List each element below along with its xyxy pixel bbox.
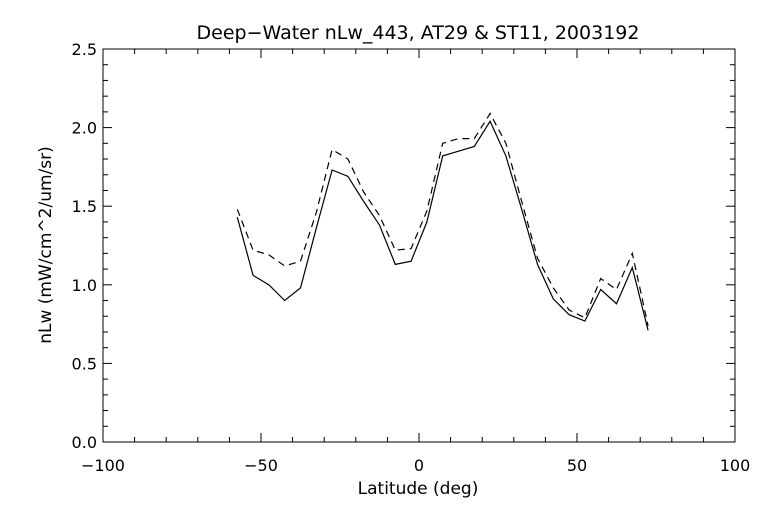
x-tick-label: −100 — [81, 456, 125, 475]
chart-title: Deep−Water nLw_443, AT29 & ST11, 2003192 — [197, 22, 640, 44]
x-tick-label: −50 — [244, 456, 278, 475]
axis-ticks: −100 −50 0 50 100 0.0 0.5 1.0 1.5 2.0 2.5 — [72, 40, 751, 475]
y-tick-label: 1.0 — [72, 276, 97, 295]
y-tick-label: 2.0 — [72, 119, 97, 138]
x-axis-label: Latitude (deg) — [358, 479, 479, 499]
y-tick-label: 0.5 — [72, 354, 97, 373]
y-axis-label: nLw (mW/cm^2/um/sr) — [36, 146, 56, 344]
solid-series-line — [236, 120, 649, 331]
y-tick-label: 1.5 — [72, 197, 97, 216]
dashed-series-line — [236, 112, 649, 326]
y-tick-label: 0.0 — [72, 433, 97, 452]
y-tick-label: 2.5 — [72, 40, 97, 59]
plot-frame — [102, 48, 736, 443]
series-layer — [236, 112, 649, 331]
x-tick-label: 50 — [567, 456, 587, 475]
x-tick-label: 100 — [720, 456, 751, 475]
x-tick-label: 0 — [414, 456, 424, 475]
